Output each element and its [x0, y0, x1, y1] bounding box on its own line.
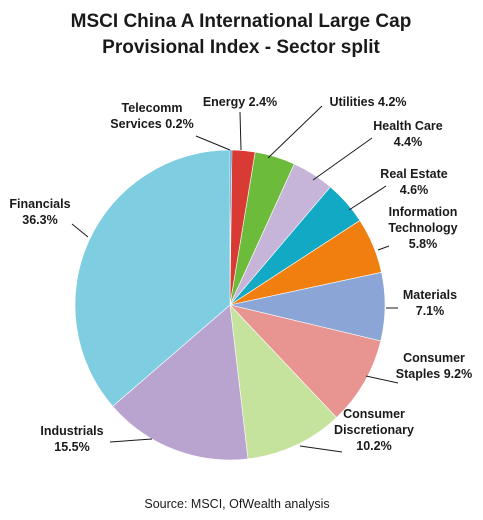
slice-label-consumer-discretionary-line-3: 10.2%: [356, 439, 391, 453]
pie-slice-industrials: [112, 304, 249, 461]
slice-label-real-estate-line-2: 4.6%: [400, 183, 429, 197]
slice-label-real-estate-line-1: Real Estate: [380, 167, 447, 181]
leader-line-industrials: [109, 438, 153, 443]
leader-lines: [71, 105, 399, 453]
slice-label-consumer-discretionary-line-2: Discretionary: [334, 423, 414, 437]
slice-label-financials-line-1: Financials: [9, 197, 70, 211]
slice-label-materials-line-1: Materials: [403, 288, 457, 302]
chart-title-line-2: Provisional Index - Sector split: [102, 37, 380, 58]
slice-label-energy-line-1: Energy 2.4%: [203, 95, 277, 109]
slice-label-industrials-line-1: Industrials: [40, 424, 103, 438]
slice-label-telecomm-services-line-1: Telecomm: [122, 101, 183, 115]
leader-line-energy: [239, 111, 242, 151]
leader-line-information-technology: [377, 245, 390, 251]
slice-label-information-technology-line-1: Information: [389, 205, 458, 219]
leader-line-health-care: [312, 137, 373, 181]
leader-line-financials: [71, 223, 89, 238]
slice-label-information-technology-line-3: 5.8%: [409, 237, 438, 251]
slice-label-financials-line-2: 36.3%: [22, 213, 57, 227]
chart-title-line-1: MSCI China A International Large Cap: [71, 11, 412, 32]
leader-line-consumer-staples: [365, 375, 399, 384]
pie-slices: [74, 149, 386, 461]
leader-line-utilities: [267, 105, 323, 159]
slice-label-health-care-line-1: Health Care: [373, 119, 443, 133]
slice-labels: Telecomm Services 0.2% Energy 2.4% Utilitie…: [9, 95, 472, 454]
leader-line-consumer-discretionary: [299, 445, 343, 453]
leader-line-telecomm-services: [195, 135, 231, 151]
slice-label-consumer-discretionary-line-1: Consumer: [343, 407, 405, 421]
slice-label-industrials-line-2: 15.5%: [54, 440, 89, 454]
slice-label-consumer-staples-line-1: Consumer: [403, 351, 465, 365]
slice-label-health-care-line-2: 4.4%: [394, 135, 423, 149]
slice-label-telecomm-services-line-2: Services 0.2%: [110, 117, 193, 131]
pie-slice-consumer-staples: [229, 304, 382, 419]
slice-label-utilities-line-1: Utilities 4.2%: [329, 95, 406, 109]
source-note: Source: MSCI, OfWealth analysis: [144, 497, 329, 511]
slice-label-information-technology-line-2: Technology: [388, 221, 457, 235]
slice-label-consumer-staples-line-2: Staples 9.2%: [396, 367, 472, 381]
leader-line-real-estate: [348, 185, 387, 211]
pie-slice-financials: [74, 149, 231, 407]
slice-label-materials-line-2: 7.1%: [416, 304, 445, 318]
pie-slice-consumer-discretionary: [229, 304, 337, 460]
